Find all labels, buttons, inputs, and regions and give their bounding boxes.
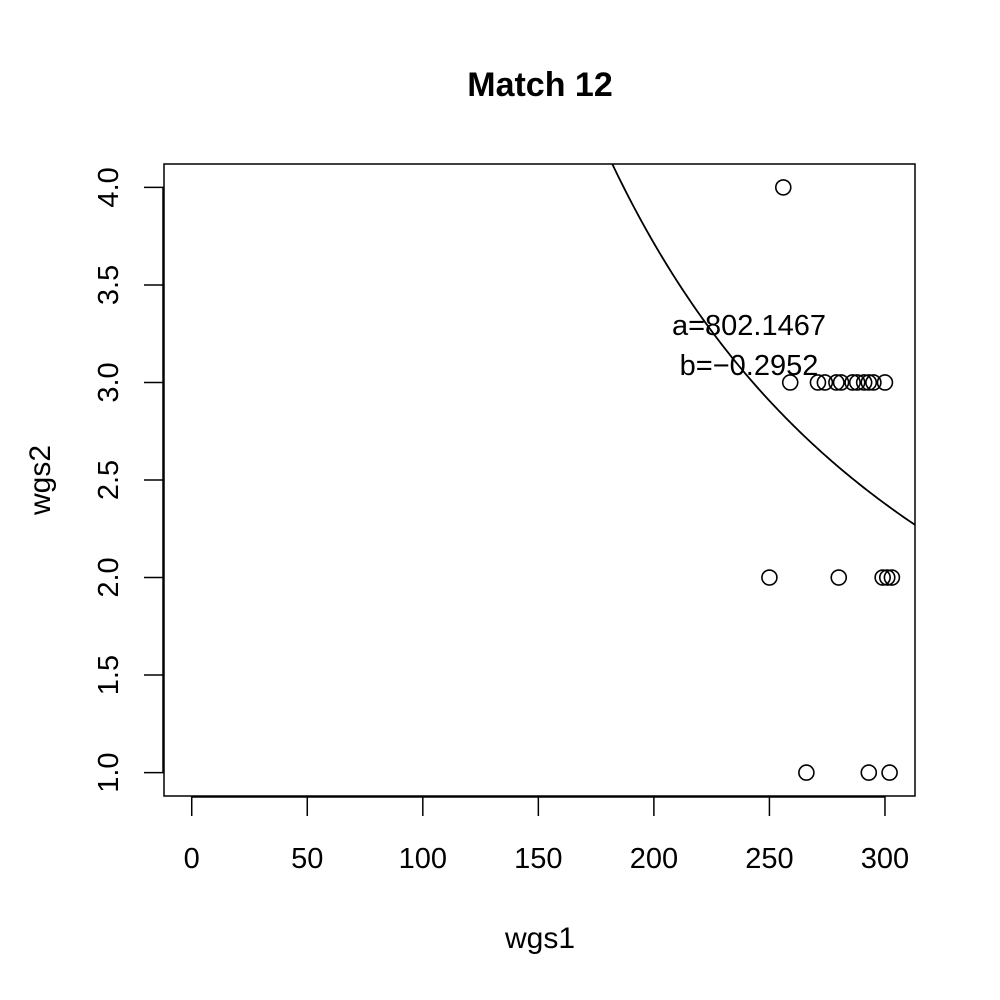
x-axis-label: wgs1 [504, 922, 575, 955]
data-point [832, 374, 850, 391]
data-point [781, 374, 799, 391]
data-point [828, 374, 845, 391]
points-layer [761, 179, 901, 781]
y-tick-label: 1.5 [93, 655, 125, 695]
y-tick-label: 2.5 [93, 460, 125, 500]
x-tick-label: 100 [399, 843, 447, 875]
data-point [881, 764, 898, 781]
x-tick-label: 200 [630, 843, 678, 875]
data-point [844, 374, 861, 391]
data-point [878, 569, 896, 586]
data-point [876, 374, 894, 391]
x-tick-label: 50 [291, 843, 323, 875]
fit-curve-layer [611, 164, 915, 526]
y-tick-label: 2.0 [93, 557, 125, 597]
data-point [809, 374, 827, 391]
y-tick-label: 4.0 [93, 167, 125, 207]
data-point [860, 764, 878, 781]
x-tick-label: 0 [184, 843, 200, 875]
fit-curve [611, 164, 915, 526]
data-point [883, 569, 901, 586]
annotation-a: a=802.1467 [672, 310, 826, 342]
y-tick-label: 3.0 [93, 362, 125, 402]
annotation-b: b=−0.2952 [680, 350, 819, 382]
data-point [830, 569, 848, 586]
data-point [798, 764, 815, 781]
data-point [761, 569, 778, 586]
data-point [816, 374, 834, 391]
x-axis: 0 50 100 150 200 250 300 [184, 796, 909, 875]
y-axis: 1.0 1.5 2.0 2.5 3.0 3.5 4.0 [93, 167, 164, 793]
x-tick-label: 150 [514, 843, 562, 875]
data-point [855, 374, 873, 391]
y-axis-label: wgs2 [24, 445, 57, 516]
y-tick-label: 1.0 [93, 752, 125, 792]
x-tick-label: 250 [745, 843, 793, 875]
data-point [865, 374, 882, 391]
data-point [848, 374, 866, 391]
plot-frame [163, 163, 916, 797]
y-tick-label: 3.5 [93, 265, 125, 305]
data-point [874, 569, 891, 586]
x-tick-label: 300 [861, 843, 909, 875]
chart-title: Match 12 [467, 66, 613, 104]
data-point [774, 179, 792, 196]
data-point [860, 374, 878, 391]
